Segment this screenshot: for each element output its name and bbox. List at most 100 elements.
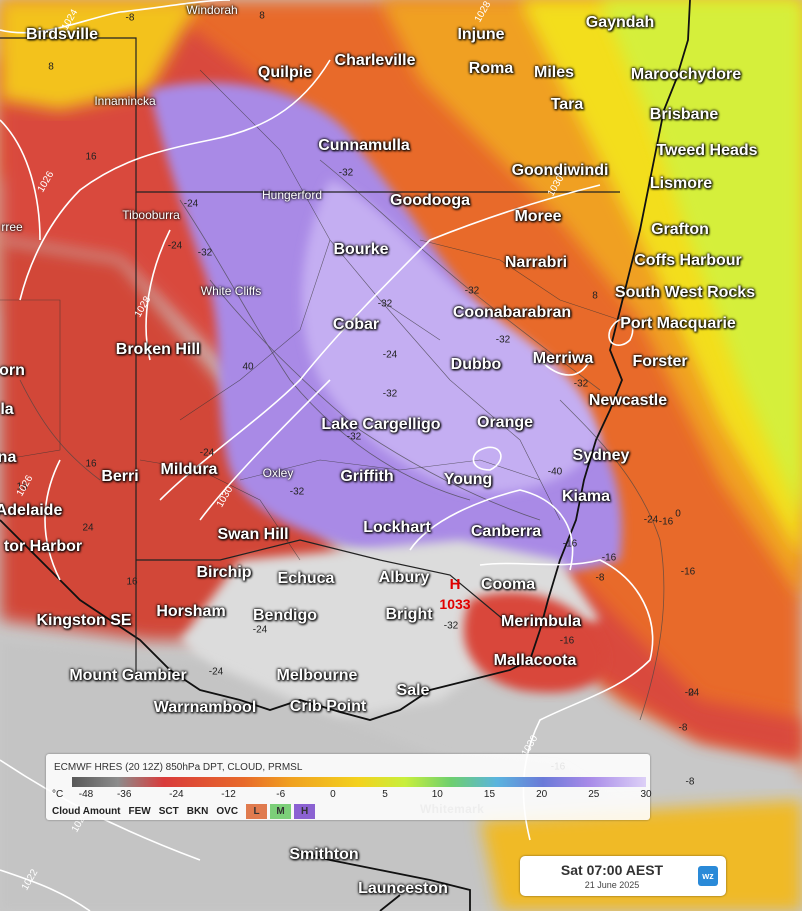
place-port-macquarie: Port Macquarie (620, 315, 736, 332)
place-lake-cargelligo: Lake Cargelligo (321, 416, 441, 433)
legend-tick: 15 (483, 789, 496, 800)
place-horsham: Horsham (156, 603, 226, 620)
place-sale: Sale (396, 682, 430, 699)
dewpoint-contour-label: -16 (562, 538, 578, 550)
legend-unit: °C (52, 789, 64, 800)
place-warrnambool: Warrnambool (153, 699, 257, 716)
place-crib-point: Crib Point (289, 698, 367, 715)
place-narrabri: Narrabri (504, 254, 568, 271)
forecast-time-box: Sat 07:00 AEST 21 June 2025 wz (520, 856, 726, 896)
legend-tick: 30 (640, 789, 652, 800)
cloud-item-bkn: BKN (186, 805, 209, 817)
cloud-level-low: L (246, 803, 268, 819)
dewpoint-contour-label: -32 (443, 620, 459, 632)
dewpoint-contours (19, 159, 665, 721)
place-kingston-se: Kingston SE (36, 612, 132, 629)
place-lockhart: Lockhart (363, 519, 431, 536)
place-bendigo: Bendigo (253, 607, 317, 624)
dewpoint-contour-label: -24 (183, 198, 199, 210)
place-mount-gambier: Mount Gambier (69, 667, 187, 684)
place-miles: Miles (533, 64, 575, 81)
place-oxley: Oxley (262, 466, 294, 480)
place-quilpie: Quilpie (257, 64, 313, 81)
dewpoint-contour-label: -16 (559, 635, 575, 647)
wz-logo-icon[interactable]: wz (698, 866, 718, 886)
place-white-cliffs: White Cliffs (200, 284, 262, 298)
place-hungerford: Hungerford (261, 188, 323, 202)
dewpoint-contour-label: -32 (382, 388, 398, 400)
place-broken-hill: Broken Hill (115, 341, 201, 358)
dewpoint-contour-label: -32 (289, 486, 305, 498)
dewpoint-contour-label: -24 (382, 349, 398, 361)
place-smithton: Smithton (289, 846, 359, 863)
cloud-level-high: H (294, 803, 316, 819)
cloud-amount-row: Cloud Amount FEW SCT BKN OVC L M H (52, 803, 316, 819)
dewpoint-contour-label: 8 (592, 290, 598, 302)
cloud-amount-label: Cloud Amount (52, 805, 121, 817)
dewpoint-contour-label: -32 (464, 285, 480, 297)
place-maroochydore: Maroochydore (630, 66, 742, 83)
watermark-whitemark: Whitemark (420, 802, 485, 816)
region-borders (0, 69, 621, 561)
place-swan-hill: Swan Hill (217, 526, 289, 543)
place-griffith: Griffith (340, 468, 394, 485)
coastline (0, 0, 691, 911)
dewpoint-contour-label: 16 (126, 576, 138, 588)
dewpoint-contour-label: -24 (684, 687, 700, 699)
dewpoint-contour-label: -32 (338, 167, 354, 179)
place-echuca: Echuca (277, 570, 335, 587)
legend-title: ECMWF HRES (20 12Z) 850hPa DPT, CLOUD, P… (54, 762, 303, 773)
dewpoint-contour-label: 16 (85, 151, 97, 163)
high-pressure-marker: H 1033 (439, 577, 470, 611)
legend-tick: -36 (116, 789, 132, 800)
place-charleville: Charleville (334, 52, 416, 69)
place-lismore: Lismore (649, 175, 713, 192)
dewpoint-contour-label: 40 (242, 361, 254, 373)
dewpoint-contour-label: -8 (595, 572, 605, 584)
place-cooma: Cooma (480, 576, 536, 593)
place-cunnamulla: Cunnamulla (318, 137, 410, 154)
place-mallacoota: Mallacoota (493, 652, 577, 669)
legend-tick: 5 (382, 789, 388, 800)
dewpoint-contour-label: -24 (199, 447, 215, 459)
dewpoint-contour-label: -40 (547, 466, 563, 478)
place-young: Young (443, 471, 493, 488)
dewpoint-contour-label: -24 (208, 666, 224, 678)
dewpoint-contour-label: -16 (601, 552, 617, 564)
legend-tick: 0 (330, 789, 336, 800)
dewpoint-color-ramp (72, 777, 646, 787)
dewpoint-contour-label: -32 (495, 334, 511, 346)
forecast-time: Sat 07:00 AEST (560, 862, 664, 878)
place-moree: Moree (514, 208, 562, 225)
place-brisbane: Brisbane (649, 106, 719, 123)
place-newcastle: Newcastle (588, 392, 668, 409)
place-na: na (0, 449, 17, 466)
place-windorah: Windorah (186, 3, 238, 17)
legend-panel: ECMWF HRES (20 12Z) 850hPa DPT, CLOUD, P… (46, 754, 652, 820)
dewpoint-contour-label: -24 (167, 240, 183, 252)
place-birchip: Birchip (196, 564, 252, 581)
dewpoint-contour-label: 0 (688, 687, 694, 699)
legend-tick: 10 (431, 789, 443, 800)
place-dubbo: Dubbo (450, 356, 502, 373)
place-bright: Bright (385, 606, 433, 623)
place-orn: orn (0, 362, 25, 379)
place-tara: Tara (550, 96, 584, 113)
dewpoint-contour-label: -32 (377, 298, 393, 310)
dewpoint-contour-label: -8 (685, 776, 695, 788)
legend-tick: -12 (221, 789, 236, 800)
dewpoint-contour-label: -32 (346, 431, 362, 443)
place-injune: Injune (457, 26, 505, 43)
place-coffs-harbour: Coffs Harbour (634, 252, 742, 269)
place-merriwa: Merriwa (532, 350, 594, 367)
dewpoint-contour-label: -32 (573, 378, 589, 390)
place-kiama: Kiama (561, 488, 611, 505)
legend-tick: 20 (536, 789, 548, 800)
place-bourke: Bourke (333, 241, 389, 258)
dewpoint-contour-label: 24 (82, 522, 94, 534)
place-cobar: Cobar (332, 316, 380, 333)
cloud-item-sct: SCT (158, 805, 179, 817)
place-innamincka: Innamincka (94, 94, 156, 108)
